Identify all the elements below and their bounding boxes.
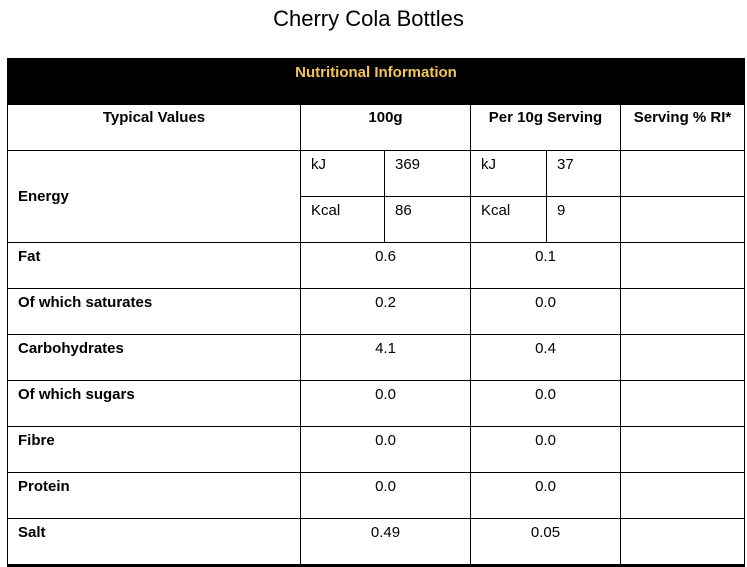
value-kj-100g: 369 — [384, 150, 471, 197]
row-label: Carbohydrates — [7, 334, 301, 381]
ri-cell — [620, 426, 745, 473]
value-100g: 0.0 — [300, 380, 471, 427]
table-heading: Nutritional Information — [7, 58, 745, 105]
column-header-row: Typical Values 100g Per 10g Serving Serv… — [7, 104, 745, 151]
value-serving: 0.05 — [470, 518, 621, 567]
row-label: Salt — [7, 518, 301, 567]
value-100g: 0.49 — [300, 518, 471, 567]
ri-cell — [620, 518, 745, 567]
ri-cell — [620, 334, 745, 381]
value-100g: 4.1 — [300, 334, 471, 381]
table-row: Salt 0.49 0.05 — [7, 518, 745, 567]
ri-cell — [620, 150, 745, 197]
column-header-per-serving: Per 10g Serving — [470, 104, 621, 151]
column-header-typical-values: Typical Values — [7, 104, 301, 151]
row-label: Of which sugars — [7, 380, 301, 427]
ri-cell — [620, 196, 745, 243]
value-kcal-serving: 9 — [546, 196, 621, 243]
value-100g: 0.2 — [300, 288, 471, 335]
value-serving: 0.0 — [470, 472, 621, 519]
value-100g: 0.0 — [300, 426, 471, 473]
table-row-energy-kcal: Kcal 86 Kcal 9 — [8, 196, 745, 243]
value-serving: 0.1 — [470, 242, 621, 289]
value-100g: 0.0 — [300, 472, 471, 519]
unit-kcal-serving: Kcal — [470, 196, 547, 243]
table-row: Fat 0.6 0.1 — [7, 242, 745, 289]
row-label-energy: Energy — [7, 150, 301, 243]
value-serving: 0.0 — [470, 380, 621, 427]
value-kcal-100g: 86 — [384, 196, 471, 243]
unit-kj-100g: kJ — [300, 150, 385, 197]
table-row-energy-kj: Energy kJ 369 kJ 37 — [7, 150, 745, 243]
ri-cell — [620, 288, 745, 335]
unit-kcal-100g: Kcal — [300, 196, 385, 243]
table-heading-row: Nutritional Information — [7, 58, 745, 105]
value-serving: 0.4 — [470, 334, 621, 381]
value-100g: 0.6 — [300, 242, 471, 289]
ri-cell — [620, 242, 745, 289]
row-label: Of which saturates — [7, 288, 301, 335]
value-serving: 0.0 — [470, 288, 621, 335]
value-serving: 0.0 — [470, 426, 621, 473]
ri-cell — [620, 380, 745, 427]
row-label: Fat — [7, 242, 301, 289]
table-row: Protein 0.0 0.0 — [7, 472, 745, 519]
nutrition-table: Nutritional Information Typical Values 1… — [7, 58, 745, 567]
ri-cell — [620, 472, 745, 519]
unit-kj-serving: kJ — [470, 150, 547, 197]
page-title: Cherry Cola Bottles — [273, 6, 464, 31]
value-kj-serving: 37 — [546, 150, 621, 197]
column-header-ri: Serving % RI* — [620, 104, 745, 151]
table-row: Carbohydrates 4.1 0.4 — [7, 334, 745, 381]
table-row: Fibre 0.0 0.0 — [7, 426, 745, 473]
column-header-100g: 100g — [300, 104, 471, 151]
table-row: Of which saturates 0.2 0.0 — [7, 288, 745, 335]
row-label: Protein — [7, 472, 301, 519]
row-label: Fibre — [7, 426, 301, 473]
table-row: Of which sugars 0.0 0.0 — [7, 380, 745, 427]
